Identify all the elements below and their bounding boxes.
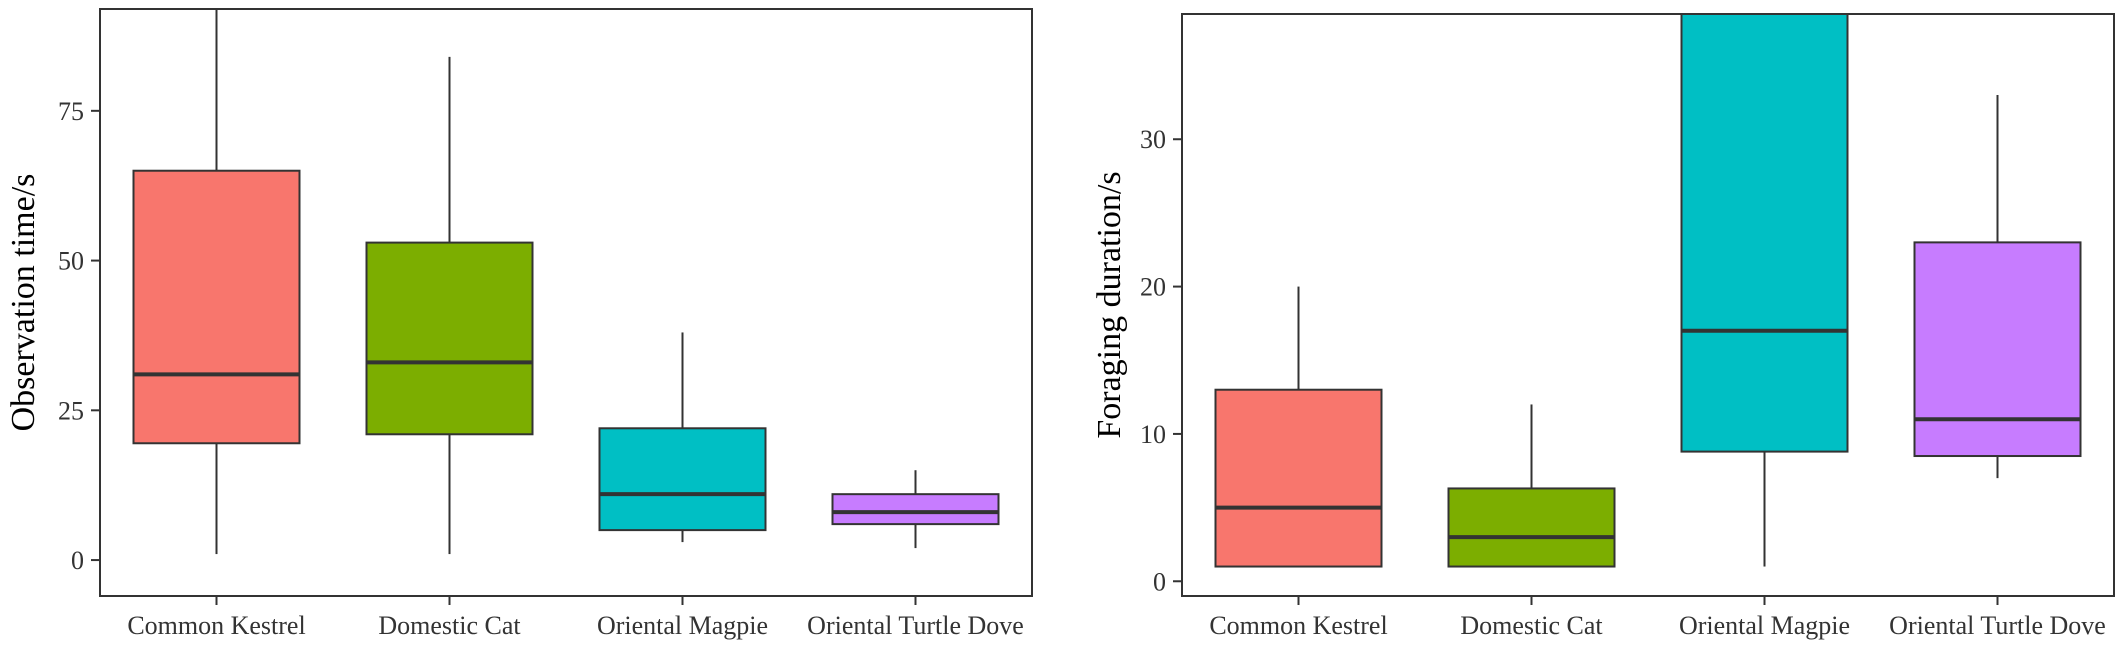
foraging-duration-panel: 0 10 20 30 Common Kestrel Domestic Cat Orienta…	[1091, 13, 2115, 640]
y-axis-title: Observation time/s	[5, 174, 42, 432]
x-tick-label-common-kestrel: Common Kestrel	[127, 611, 305, 640]
x-tick-label-domestic-cat: Domestic Cat	[378, 611, 521, 640]
y-tick-label: 0	[1153, 567, 1166, 596]
box-domestic-cat	[365, 56, 534, 555]
y-tick-label: 75	[58, 97, 84, 126]
iqr-box-oriental-turtle-dove	[1913, 241, 2082, 458]
iqr-box-common-kestrel	[1214, 388, 1383, 568]
observation-time-panel: 0 25 50 75 Common Kestrel Domestic Cat Orienta…	[5, 8, 1033, 640]
x-tick-label-oriental-turtle-dove: Oriental Turtle Dove	[807, 611, 1024, 640]
y-tick-label: 30	[1140, 125, 1166, 154]
box-oriental-turtle-dove	[831, 470, 1000, 549]
box-oriental-magpie	[1680, 13, 1849, 567]
iqr-box-domestic-cat	[365, 241, 534, 436]
iqr-box-oriental-magpie	[598, 427, 767, 532]
y-tick-label: 20	[1140, 273, 1166, 302]
box-oriental-magpie	[598, 332, 767, 543]
iqr-box-common-kestrel	[132, 169, 301, 445]
iqr-box-oriental-turtle-dove	[831, 493, 1000, 526]
x-tick-label-domestic-cat: Domestic Cat	[1460, 611, 1603, 640]
x-tick-label-common-kestrel: Common Kestrel	[1209, 611, 1387, 640]
y-tick-label: 10	[1140, 420, 1166, 449]
y-tick-label: 50	[58, 247, 84, 276]
x-tick-label-oriental-magpie: Oriental Magpie	[597, 611, 768, 640]
box-oriental-turtle-dove	[1913, 95, 2082, 479]
iqr-box-oriental-magpie	[1680, 13, 1849, 453]
box-common-kestrel	[1214, 286, 1383, 568]
panel-border	[99, 8, 1033, 597]
y-tick-label: 0	[71, 546, 84, 575]
panel-border	[1181, 13, 2115, 597]
x-tick-label-oriental-turtle-dove: Oriental Turtle Dove	[1889, 611, 2106, 640]
iqr-box-domestic-cat	[1447, 487, 1616, 568]
y-tick-label: 25	[58, 396, 84, 425]
box-domestic-cat	[1447, 404, 1616, 568]
y-axis-title: Foraging duration/s	[1091, 171, 1128, 438]
box-common-kestrel	[132, 9, 301, 555]
x-tick-label-oriental-magpie: Oriental Magpie	[1679, 611, 1850, 640]
